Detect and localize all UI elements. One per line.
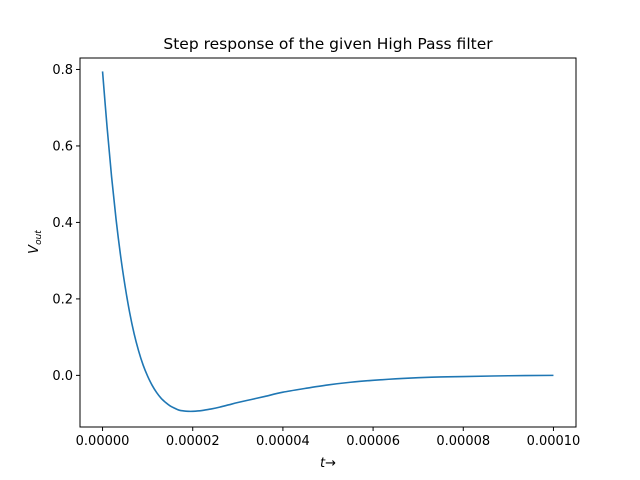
x-tick-label: 0.00004 <box>256 434 310 449</box>
series-line-step-response <box>101 71 554 413</box>
x-tick-label: 0.00000 <box>76 434 130 449</box>
x-axis-label: t→ <box>320 456 336 471</box>
y-tick-label: 0.0 <box>52 369 73 384</box>
y-tick-label: 0.6 <box>52 139 73 154</box>
y-tick-label: 0.8 <box>52 63 73 78</box>
plot-area-frame <box>79 57 577 428</box>
x-tick-label: 0.00008 <box>436 434 490 449</box>
y-axis: 0.0 0.2 0.4 0.6 0.8 <box>52 63 80 384</box>
chart-title: Step response of the given High Pass fil… <box>163 35 493 53</box>
y-tick-label: 0.4 <box>52 216 73 231</box>
y-tick-label: 0.2 <box>52 292 73 307</box>
y-axis-label-subscript: out <box>34 230 44 245</box>
x-tick-label: 0.00002 <box>166 434 220 449</box>
y-axis-label-main: V <box>27 244 42 254</box>
x-tick-label: 0.00010 <box>527 434 581 449</box>
x-axis: 0.00000 0.00002 0.00004 0.00006 0.00008 0.000… <box>76 427 581 449</box>
x-tick-label: 0.00006 <box>346 434 400 449</box>
y-axis-label: Vout <box>27 230 44 254</box>
